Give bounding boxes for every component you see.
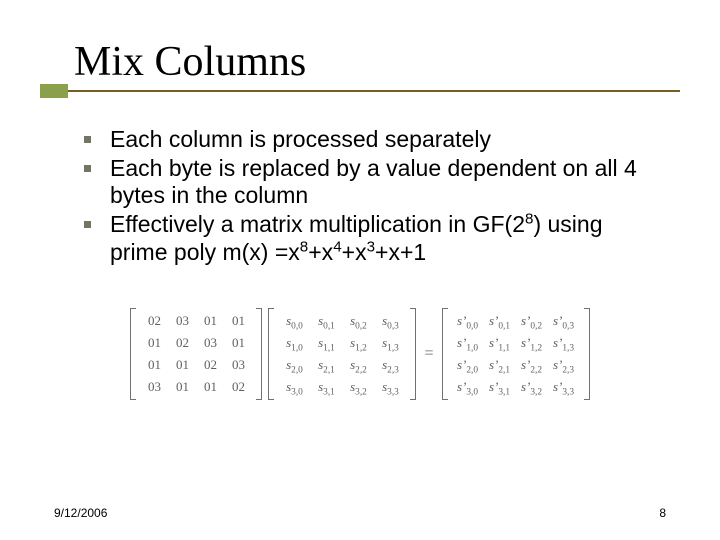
matrix-state-in: s0,0s0,1s0,2s0,3s1,0s1,1s1,2s1,3s2,0s2,1… <box>268 308 416 400</box>
matrix-state-out: s’0,0s’0,1s’0,2s’0,3s’1,0s’1,1s’1,2s’1,3… <box>442 308 590 400</box>
bullet-text: Each byte is replaced by a value depende… <box>110 155 637 208</box>
bullet-item: Each column is processed separately <box>78 126 666 153</box>
matrix-state-out-grid: s’0,0s’0,1s’0,2s’0,3s’1,0s’1,1s’1,2s’1,3… <box>450 308 582 400</box>
footer-page-number: 8 <box>659 506 666 520</box>
slide-footer: 9/12/2006 8 <box>54 506 666 520</box>
bullet-item: Effectively a matrix multiplication in G… <box>78 211 666 265</box>
matrix-state-in-grid: s0,0s0,1s0,2s0,3s1,0s1,1s1,2s1,3s2,0s2,1… <box>276 308 408 400</box>
bullet-text: Effectively a matrix multiplication in G… <box>110 211 603 264</box>
bullet-text: Each column is processed separately <box>110 126 491 152</box>
equation: 02030101010203010101020303010102 s0,0s0,… <box>0 308 720 405</box>
bullet-item: Each byte is replaced by a value depende… <box>78 155 666 209</box>
title-rule <box>40 90 680 92</box>
matrix-coeff-grid: 02030101010203010101020303010102 <box>138 308 254 400</box>
equals-sign: = <box>422 345 435 363</box>
matrix-coeff: 02030101010203010101020303010102 <box>130 308 262 400</box>
footer-date: 9/12/2006 <box>54 506 107 520</box>
slide-header: Mix Columns <box>40 38 680 92</box>
slide-body: Each column is processed separately Each… <box>78 126 666 268</box>
slide: Mix Columns Each column is processed sep… <box>0 0 720 540</box>
slide-title: Mix Columns <box>40 38 680 86</box>
bullet-list: Each column is processed separately Each… <box>78 126 666 266</box>
